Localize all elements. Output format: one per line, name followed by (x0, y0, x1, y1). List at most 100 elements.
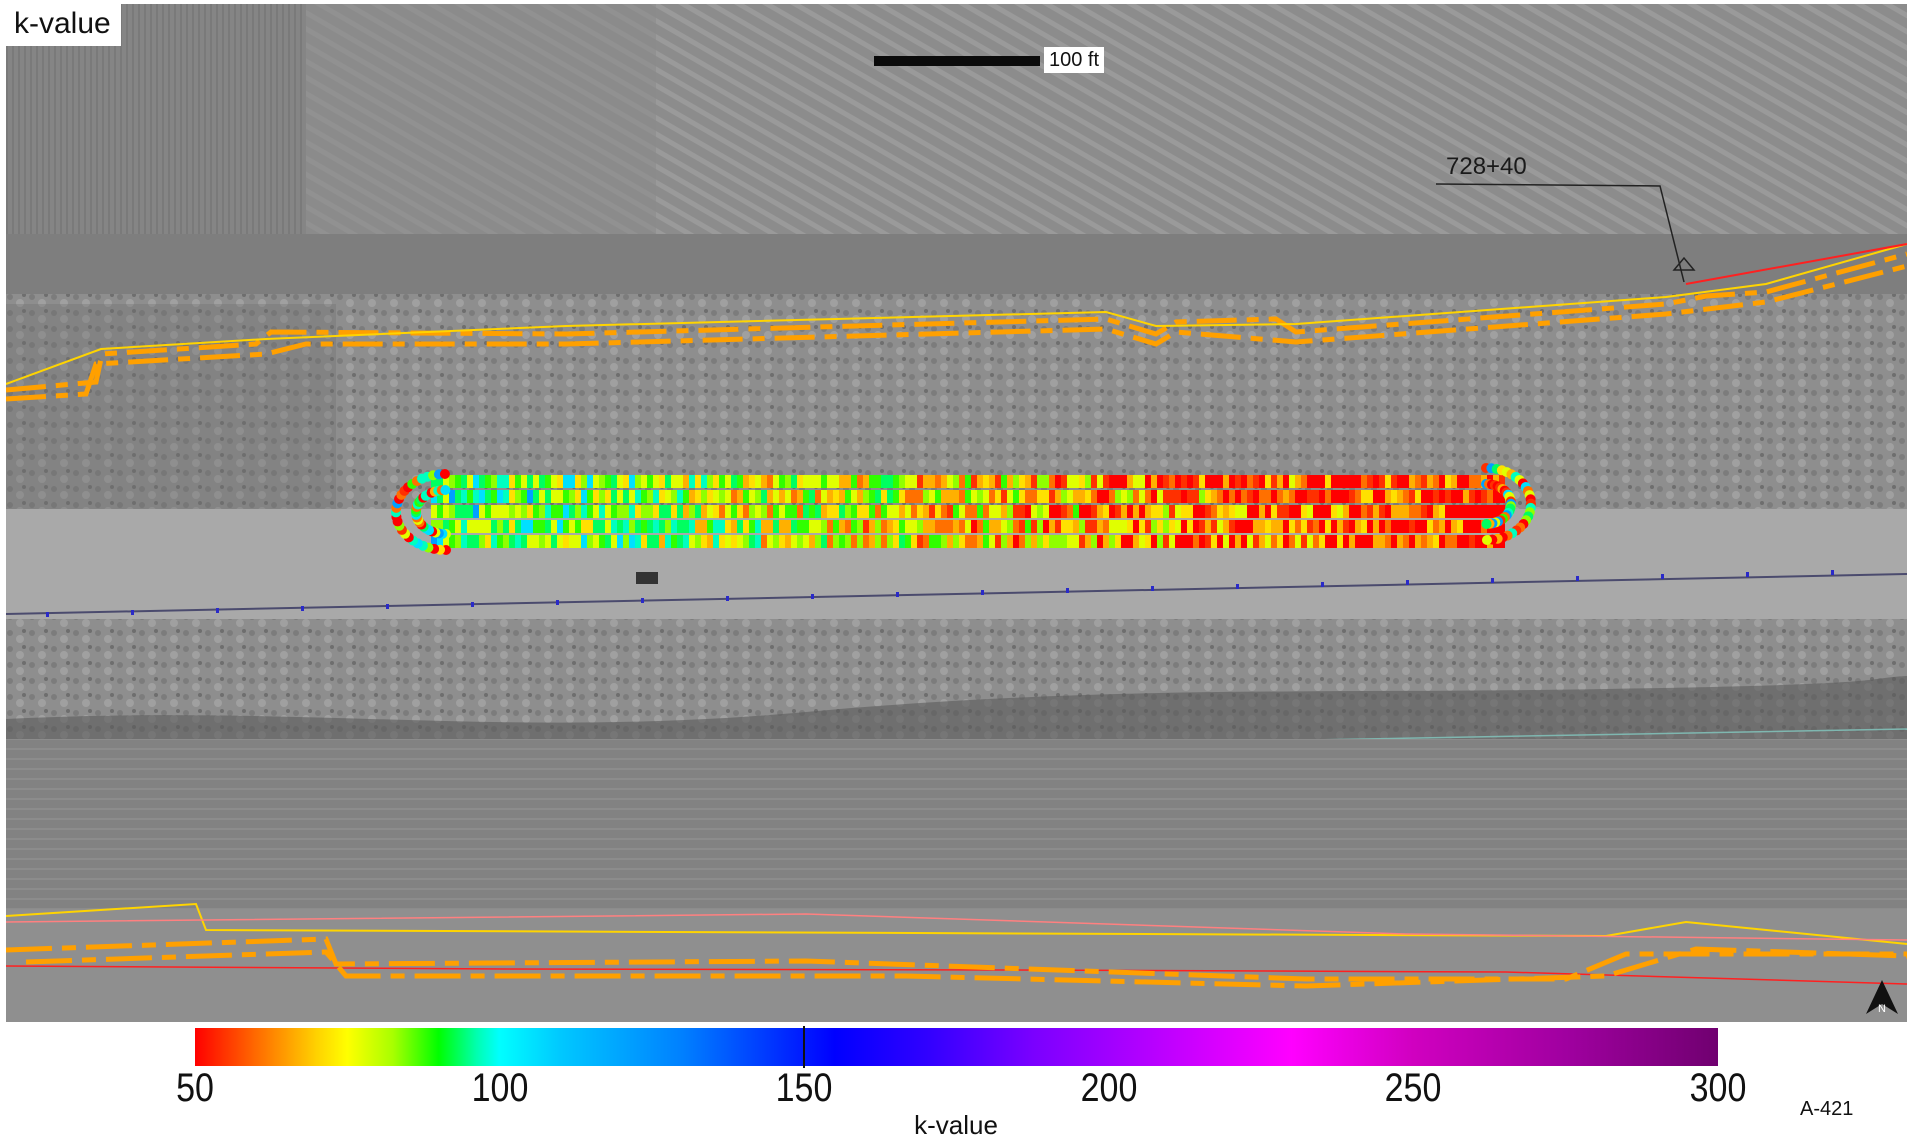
track-sample (1031, 475, 1037, 488)
track-sample (833, 475, 839, 488)
track-sample (1409, 535, 1415, 548)
track-sample (707, 475, 713, 488)
track-sample (1403, 520, 1409, 533)
track-sample (1235, 490, 1241, 503)
track-sample (857, 505, 863, 518)
track-sample (1001, 520, 1007, 533)
track-sample (725, 535, 731, 548)
track-sample (869, 520, 875, 533)
track-sample (503, 520, 509, 533)
track-sample (1421, 505, 1427, 518)
track-sample (815, 535, 821, 548)
track-sample (983, 520, 989, 533)
track-sample (521, 475, 527, 488)
track-sample (923, 520, 929, 533)
track-sample (911, 490, 917, 503)
track-sample (659, 505, 665, 518)
track-sample (1451, 535, 1457, 548)
track-sample (1169, 475, 1175, 488)
track-sample (1367, 490, 1373, 503)
track-sample (1331, 520, 1337, 533)
track-sample (779, 520, 785, 533)
track-sample (761, 505, 767, 518)
track-sample (439, 469, 450, 480)
track-sample (1457, 535, 1463, 548)
track-sample (971, 535, 977, 548)
track-sample (779, 505, 785, 518)
track-sample (695, 490, 701, 503)
track-sample (1229, 535, 1235, 548)
track-sample (605, 490, 611, 503)
track-sample (509, 535, 515, 548)
track-sample (917, 520, 923, 533)
track-sample (635, 520, 641, 533)
track-sample (953, 520, 959, 533)
track-sample (1217, 490, 1223, 503)
track-sample (953, 490, 959, 503)
track-sample (1373, 535, 1379, 548)
track-sample (1283, 505, 1289, 518)
colorbar-tick-300: 300 (1689, 1066, 1747, 1110)
track-sample (1217, 535, 1223, 548)
track-sample (755, 490, 761, 503)
track-sample (563, 490, 569, 503)
track-sample (1457, 505, 1463, 518)
track-sample (911, 535, 917, 548)
track-sample (1109, 490, 1115, 503)
track-sample (725, 490, 731, 503)
track-sample (779, 490, 785, 503)
track-sample (977, 490, 983, 503)
track-sample (731, 520, 737, 533)
track-sample (1367, 475, 1373, 488)
track-sample (587, 475, 593, 488)
track-sample (1475, 520, 1481, 533)
track-sample (707, 520, 713, 533)
track-sample (977, 505, 983, 518)
track-sample (713, 535, 719, 548)
track-sample (695, 535, 701, 548)
track-sample (665, 505, 671, 518)
track-sample (587, 520, 593, 533)
track-sample (1037, 535, 1043, 548)
track-sample (893, 520, 899, 533)
track-sample (773, 535, 779, 548)
track-sample (1499, 505, 1505, 518)
track-sample (743, 490, 749, 503)
track-sample (779, 475, 785, 488)
track-sample (461, 490, 467, 503)
track-sample (1181, 535, 1187, 548)
track-sample (479, 490, 485, 503)
track-sample (713, 490, 719, 503)
track-sample (497, 490, 503, 503)
track-sample (485, 490, 491, 503)
track-sample (437, 490, 443, 503)
track-sample (527, 535, 533, 548)
track-sample (1337, 520, 1343, 533)
track-sample (989, 490, 995, 503)
colorbar-tick-150: 150 (775, 1066, 833, 1110)
track-sample (995, 475, 1001, 488)
track-sample (701, 535, 707, 548)
track-sample (713, 475, 719, 488)
track-sample (503, 475, 509, 488)
track-sample (1415, 520, 1421, 533)
track-sample (455, 475, 461, 488)
track-sample (533, 520, 539, 533)
track-sample (575, 505, 581, 518)
track-sample (791, 535, 797, 548)
track-sample (1247, 505, 1253, 518)
track-sample (1229, 475, 1235, 488)
track-sample (1169, 505, 1175, 518)
track-sample (1175, 520, 1181, 533)
track-sample (1265, 505, 1271, 518)
track-sample (1049, 520, 1055, 533)
track-sample (1211, 505, 1217, 518)
track-sample (731, 490, 737, 503)
track-sample (683, 490, 689, 503)
track-sample (1241, 520, 1247, 533)
track-sample (1277, 535, 1283, 548)
track-sample (1043, 490, 1049, 503)
track-sample (647, 520, 653, 533)
track-sample (1169, 535, 1175, 548)
track-sample (683, 475, 689, 488)
